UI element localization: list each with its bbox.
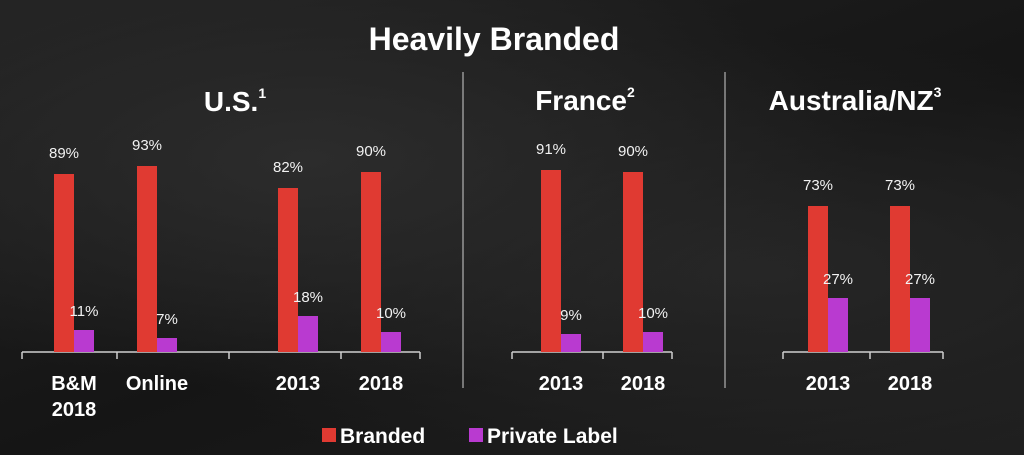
data-label-private-label: 18% bbox=[293, 289, 323, 306]
category-label: 2018 bbox=[888, 373, 933, 395]
bar-branded bbox=[137, 166, 157, 352]
bar-branded bbox=[890, 206, 910, 352]
data-label-private-label: 27% bbox=[823, 271, 853, 288]
panel-australia-nz: Australia/NZ3 73% 27% 2013 73% 27% 2018 bbox=[769, 84, 944, 395]
legend-swatch bbox=[469, 428, 483, 442]
panel-title-text: U.S. bbox=[204, 86, 258, 117]
category-label: B&M 2018 bbox=[51, 373, 97, 421]
category-group: 73% 27% 2018 bbox=[885, 177, 935, 395]
category-group: 82% 18% 2013 bbox=[273, 159, 323, 395]
panel-title-text: France bbox=[535, 85, 627, 116]
panel-footnote-marker: 1 bbox=[258, 85, 266, 101]
legend-item-private-label: Private Label bbox=[469, 425, 618, 448]
panel-title: France2 bbox=[535, 84, 635, 116]
bar-branded bbox=[54, 174, 74, 352]
category-group: 73% 27% 2013 bbox=[803, 177, 853, 395]
category-label: 2018 bbox=[621, 373, 666, 395]
category-group: 89% 11% B&M 2018 bbox=[49, 145, 98, 421]
bar-branded bbox=[808, 206, 828, 352]
bar-private-label bbox=[643, 332, 663, 352]
bar-branded bbox=[361, 172, 381, 352]
category-label-line: 2018 bbox=[52, 399, 97, 421]
data-label-branded: 93% bbox=[132, 137, 162, 154]
category-label-line: 2018 bbox=[621, 373, 666, 395]
category-label-line: 2013 bbox=[539, 373, 584, 395]
data-label-private-label: 7% bbox=[156, 311, 178, 328]
panel-title-text: Australia/NZ bbox=[769, 85, 934, 116]
data-label-private-label: 10% bbox=[376, 305, 406, 322]
data-label-private-label: 11% bbox=[70, 303, 99, 320]
data-label-branded: 73% bbox=[803, 177, 833, 194]
bar-private-label bbox=[157, 338, 177, 352]
bar-private-label bbox=[298, 316, 318, 352]
category-group: 90% 10% 2018 bbox=[618, 143, 668, 395]
category-label-line: Online bbox=[126, 373, 188, 395]
legend-swatch bbox=[322, 428, 336, 442]
category-label: 2013 bbox=[539, 373, 584, 395]
panels-layer: U.S.189%11%B&M 201893%7%Online82%18%20139… bbox=[21, 72, 944, 421]
category-label-line: 2013 bbox=[276, 373, 321, 395]
category-label-line: 2018 bbox=[888, 373, 933, 395]
legend-item-branded: Branded bbox=[322, 425, 425, 448]
category-group: 91% 9% 2013 bbox=[536, 141, 583, 395]
category-label-line: B&M bbox=[51, 373, 97, 395]
bar-private-label bbox=[828, 298, 848, 352]
data-label-private-label: 10% bbox=[638, 305, 668, 322]
data-label-branded: 90% bbox=[618, 143, 648, 160]
bar-private-label bbox=[74, 330, 94, 352]
bar-private-label bbox=[910, 298, 930, 352]
panel-title: Australia/NZ3 bbox=[769, 84, 942, 116]
panel-footnote-marker: 2 bbox=[627, 84, 635, 100]
bar-private-label bbox=[381, 332, 401, 352]
panel-france: France2 91% 9% 2013 90% 10% 2018 bbox=[511, 84, 673, 395]
data-label-private-label: 9% bbox=[560, 307, 582, 324]
bar-private-label bbox=[561, 334, 581, 352]
data-label-branded: 82% bbox=[273, 159, 303, 176]
category-label: 2013 bbox=[806, 373, 851, 395]
data-label-branded: 73% bbox=[885, 177, 915, 194]
category-label-line: 2018 bbox=[359, 373, 404, 395]
category-label: Online bbox=[126, 373, 188, 395]
data-label-branded: 89% bbox=[49, 145, 79, 162]
legend-label: Branded bbox=[340, 425, 425, 448]
bar-branded bbox=[278, 188, 298, 352]
data-label-branded: 91% bbox=[536, 141, 566, 158]
legend: Branded Private Label bbox=[322, 425, 618, 448]
legend-label: Private Label bbox=[487, 425, 618, 448]
bar-branded bbox=[623, 172, 643, 352]
category-label: 2018 bbox=[359, 373, 404, 395]
panel-footnote-marker: 3 bbox=[934, 84, 942, 100]
category-group: 90% 10% 2018 bbox=[356, 143, 406, 395]
category-label: 2013 bbox=[276, 373, 321, 395]
category-label-line: 2013 bbox=[806, 373, 851, 395]
data-label-branded: 90% bbox=[356, 143, 386, 160]
bar-branded bbox=[541, 170, 561, 352]
panel-title: U.S.1 bbox=[204, 85, 266, 117]
data-label-private-label: 27% bbox=[905, 271, 935, 288]
panel-u-s: U.S.1 89% 11% B&M 2018 93% 7% Online 82% 18% 2013 9… bbox=[21, 85, 421, 421]
chart-title: Heavily Branded bbox=[369, 21, 620, 57]
category-group: 93% 7% Online bbox=[126, 137, 188, 395]
